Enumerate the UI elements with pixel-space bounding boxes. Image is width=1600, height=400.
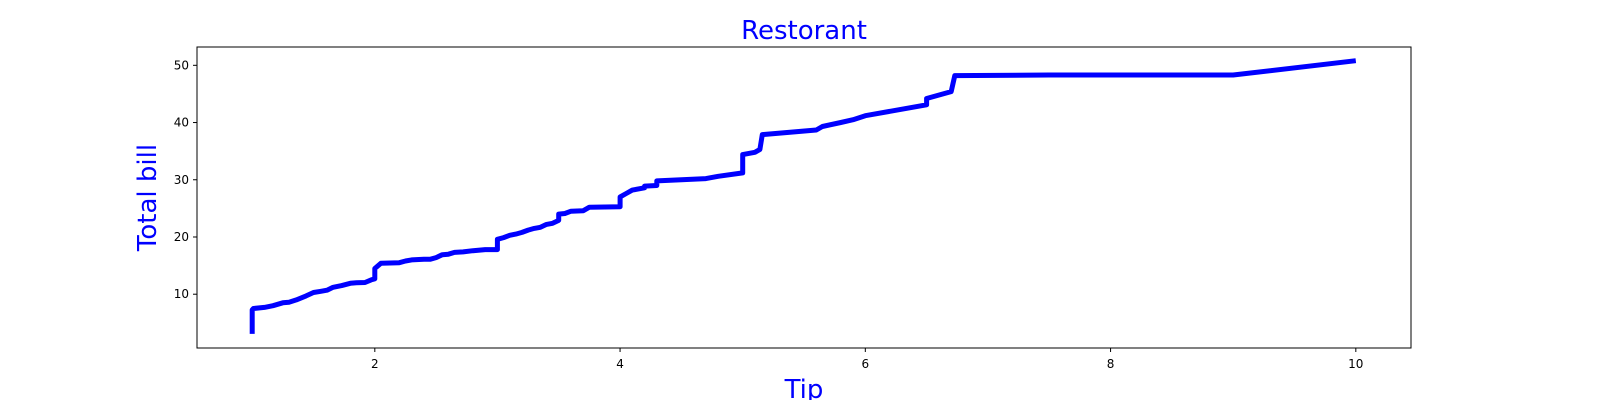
y-tick-label: 30	[174, 173, 189, 187]
chart-title: Restorant	[741, 16, 867, 46]
x-tick-label: 2	[371, 357, 379, 371]
x-tick-label: 10	[1348, 357, 1363, 371]
y-tick-label: 20	[174, 230, 189, 244]
x-axis-label: Tip	[784, 375, 824, 400]
y-tick-label: 10	[174, 287, 189, 301]
y-tick-label: 50	[174, 58, 189, 72]
series-line-0	[249, 58, 1357, 334]
x-tick-label: 4	[616, 357, 624, 371]
ticks-layer: 2 4 6 8 10 10 20 30 40 50	[174, 58, 1364, 371]
x-tick-label: 8	[1107, 357, 1115, 371]
plot-frame	[196, 46, 1412, 349]
y-tick-label: 40	[174, 116, 189, 130]
x-tick-label: 6	[861, 357, 869, 371]
series-layer	[249, 58, 1357, 334]
y-axis-label: Total bill	[133, 144, 163, 252]
